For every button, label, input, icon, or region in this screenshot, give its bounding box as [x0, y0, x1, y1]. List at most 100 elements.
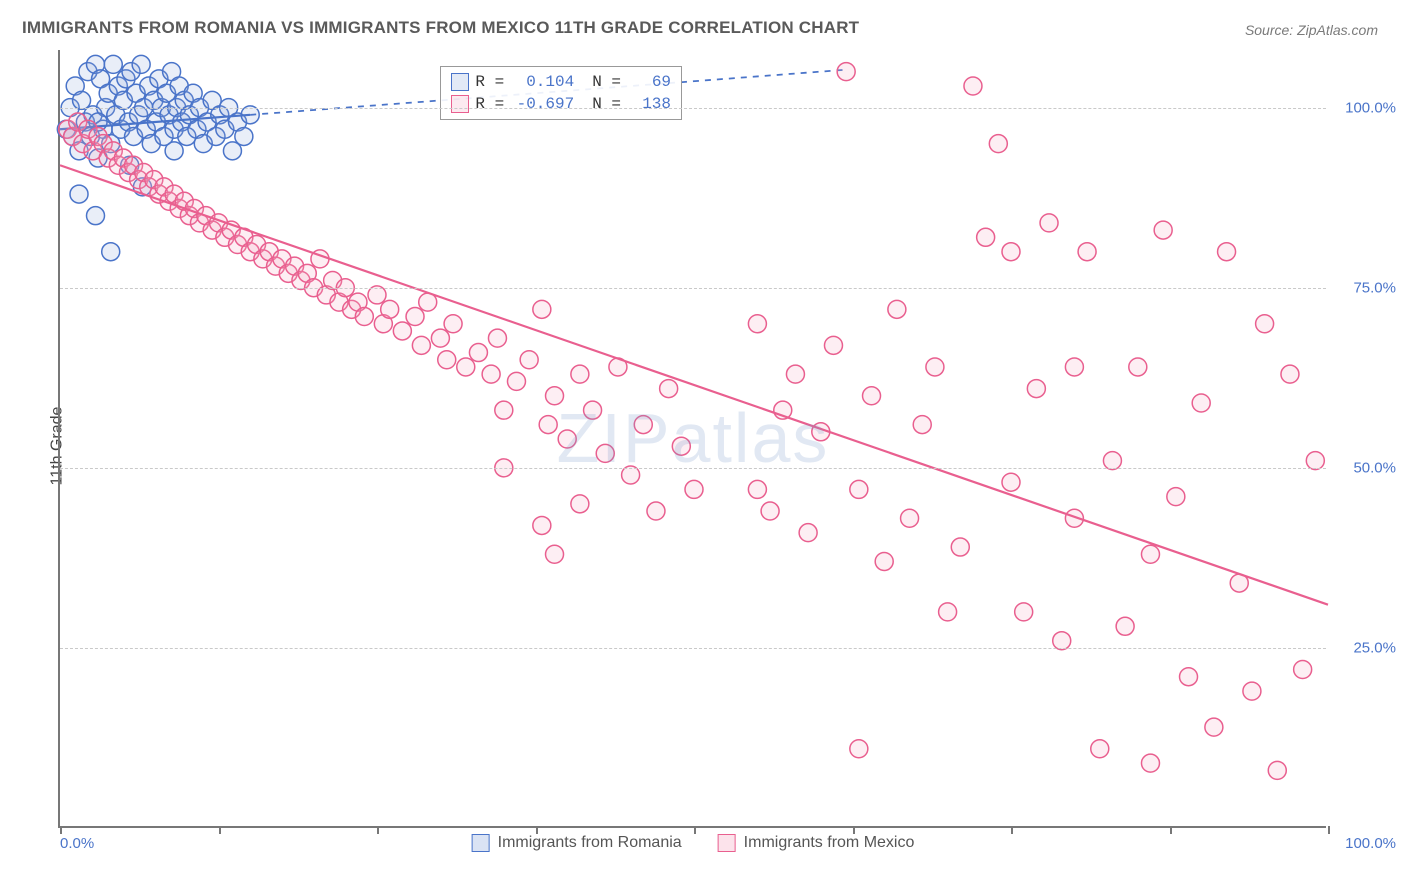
data-point	[438, 351, 456, 369]
data-point	[571, 495, 589, 513]
gridline	[60, 648, 1326, 649]
data-point	[1268, 761, 1286, 779]
data-point	[444, 315, 462, 333]
data-point	[1218, 243, 1236, 261]
data-point	[1015, 603, 1033, 621]
data-point	[1294, 661, 1312, 679]
data-point	[546, 545, 564, 563]
data-point	[412, 336, 430, 354]
data-point	[1167, 488, 1185, 506]
gridline	[60, 108, 1326, 109]
x-tick-min: 0.0%	[60, 835, 94, 852]
chart-title: IMMIGRANTS FROM ROMANIA VS IMMIGRANTS FR…	[22, 18, 859, 38]
data-point	[1180, 668, 1198, 686]
data-point	[495, 401, 513, 419]
data-point	[850, 740, 868, 758]
correlation-legend: R =0.104N =69R = -0.697 N = 138	[440, 66, 682, 120]
y-tick-label: 75.0%	[1336, 279, 1396, 296]
data-point	[824, 336, 842, 354]
data-point	[748, 315, 766, 333]
data-point	[647, 502, 665, 520]
data-point	[457, 358, 475, 376]
swatch-icon	[718, 834, 736, 852]
data-point	[1040, 214, 1058, 232]
data-point	[875, 552, 893, 570]
data-point	[786, 365, 804, 383]
data-point	[596, 444, 614, 462]
data-point	[558, 430, 576, 448]
data-point	[964, 77, 982, 95]
gridline	[60, 468, 1326, 469]
x-tick	[694, 826, 696, 834]
data-point	[507, 372, 525, 390]
data-point	[685, 480, 703, 498]
legend-label: Immigrants from Romania	[498, 834, 682, 852]
data-point	[837, 63, 855, 81]
y-tick-label: 25.0%	[1336, 639, 1396, 656]
data-point	[1256, 315, 1274, 333]
data-point	[850, 480, 868, 498]
data-point	[355, 308, 373, 326]
trend-line	[60, 165, 1328, 604]
swatch-icon	[472, 834, 490, 852]
data-point	[546, 387, 564, 405]
legend-n-label: N =	[592, 93, 621, 115]
data-point	[393, 322, 411, 340]
data-point	[1192, 394, 1210, 412]
data-point	[235, 127, 253, 145]
data-point	[132, 55, 150, 73]
x-tick	[60, 826, 62, 834]
data-point	[469, 344, 487, 362]
data-point	[584, 401, 602, 419]
data-point	[1205, 718, 1223, 736]
data-point	[1141, 754, 1159, 772]
swatch-icon	[451, 73, 469, 91]
x-tick	[1170, 826, 1172, 834]
x-tick	[377, 826, 379, 834]
data-point	[1002, 243, 1020, 261]
gridline	[60, 288, 1326, 289]
legend-n-value: 138	[631, 93, 671, 115]
data-point	[1078, 243, 1096, 261]
x-tick	[853, 826, 855, 834]
y-tick-label: 50.0%	[1336, 459, 1396, 476]
data-point	[888, 300, 906, 318]
data-point	[799, 524, 817, 542]
data-point	[87, 207, 105, 225]
data-point	[381, 300, 399, 318]
data-point	[1141, 545, 1159, 563]
data-point	[748, 480, 766, 498]
data-point	[1091, 740, 1109, 758]
data-point	[1243, 682, 1261, 700]
data-point	[1002, 473, 1020, 491]
source-attribution: Source: ZipAtlas.com	[1245, 22, 1378, 38]
data-point	[634, 416, 652, 434]
data-point	[533, 516, 551, 534]
swatch-icon	[451, 95, 469, 113]
data-point	[926, 358, 944, 376]
legend-n-label: N =	[592, 71, 621, 93]
data-point	[102, 243, 120, 261]
legend-row: R =0.104N =69	[451, 71, 671, 93]
data-point	[977, 228, 995, 246]
data-point	[939, 603, 957, 621]
data-point	[533, 300, 551, 318]
legend-r-value: -0.697	[514, 93, 574, 115]
data-point	[1154, 221, 1172, 239]
legend-r-label: R =	[475, 71, 504, 93]
data-point	[989, 135, 1007, 153]
data-point	[913, 416, 931, 434]
data-point	[520, 351, 538, 369]
series-legend: Immigrants from Romania Immigrants from …	[472, 834, 915, 852]
data-point	[431, 329, 449, 347]
data-point	[482, 365, 500, 383]
data-point	[660, 380, 678, 398]
data-point	[488, 329, 506, 347]
data-point	[539, 416, 557, 434]
legend-row: R =-0.697N =138	[451, 93, 671, 115]
data-point	[571, 365, 589, 383]
x-tick	[1011, 826, 1013, 834]
data-point	[951, 538, 969, 556]
data-point	[406, 308, 424, 326]
data-point	[165, 142, 183, 160]
